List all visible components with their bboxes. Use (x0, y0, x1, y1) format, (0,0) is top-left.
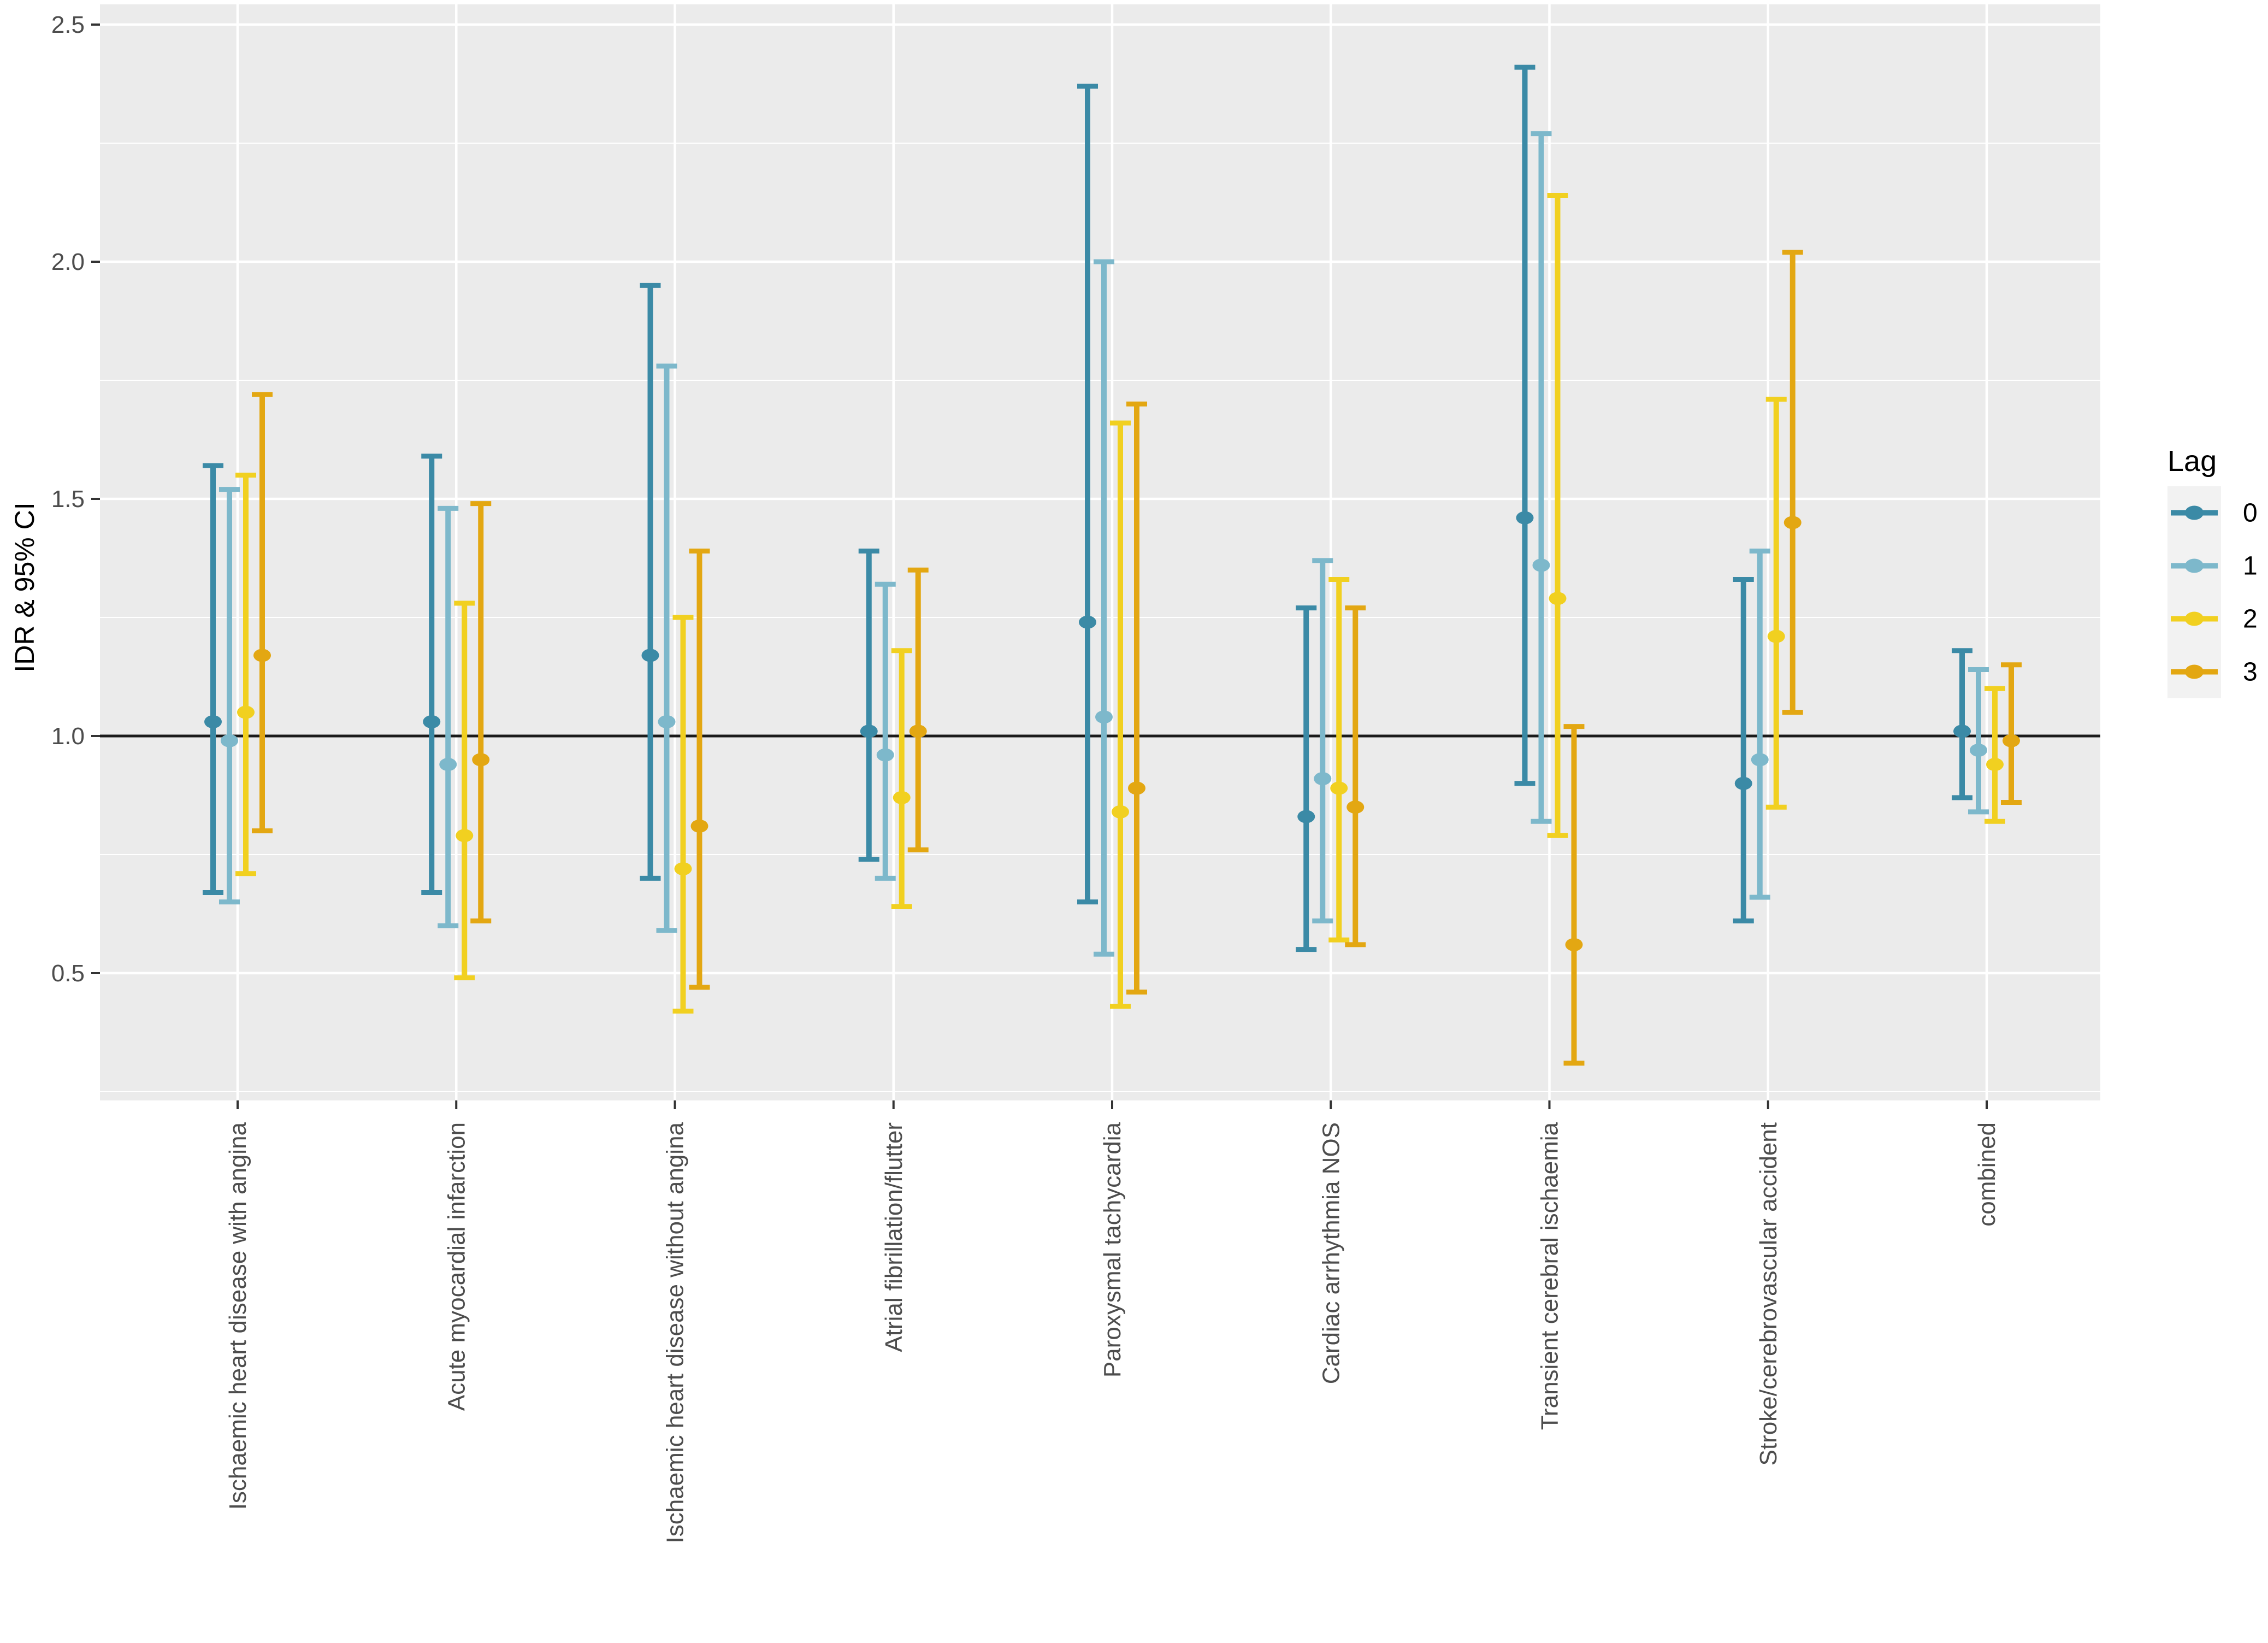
pointrange-lag0-cat1-point (423, 715, 441, 728)
legend-key-point-1 (2185, 558, 2204, 573)
y-tick-label: 0.5 (51, 960, 85, 987)
pointrange-lag1-cat6-point (1532, 558, 1550, 572)
pointrange-lag1-cat0-point (221, 734, 238, 747)
legend-key-point-0 (2185, 505, 2204, 520)
pointrange-lag3-cat3-point (909, 725, 927, 738)
pointrange-lag1-cat1-point (439, 758, 457, 772)
pointrange-lag2-cat6-point (1549, 592, 1567, 605)
y-tick-label: 1.5 (51, 486, 85, 513)
pointrange-lag1-cat7-point (1751, 753, 1769, 767)
x-tick-label: Acute myocardial infarction (443, 1122, 470, 1411)
x-tick-label: Cardiac arrhythmia NOS (1318, 1122, 1344, 1384)
x-tick-label: Atrial fibrillation/flutter (881, 1122, 907, 1352)
pointrange-lag0-cat8-point (1953, 725, 1971, 738)
pointrange-lag0-cat5-point (1297, 810, 1315, 823)
pointrange-lag3-cat1-point (472, 753, 490, 767)
y-tick-label: 1.0 (51, 723, 85, 750)
pointrange-lag2-cat7-point (1767, 629, 1785, 643)
pointrange-lag0-cat2-point (641, 649, 659, 662)
legend-title: Lag (2167, 445, 2217, 478)
pointrange-lag2-cat1-point (456, 829, 474, 843)
pointrange-lag1-cat5-point (1314, 772, 1332, 786)
legend-key-point-3 (2185, 664, 2204, 679)
pointrange-lag2-cat8-point (1986, 758, 2004, 772)
pointrange-lag1-cat2-point (658, 715, 676, 728)
y-tick-label: 2.5 (51, 11, 85, 38)
legend-key-point-2 (2185, 611, 2204, 626)
pointrange-lag1-cat3-point (876, 748, 894, 762)
pointrange-lag3-cat0-point (253, 649, 271, 662)
pointrange-lag2-cat5-point (1330, 781, 1348, 795)
pointrange-lag2-cat4-point (1112, 805, 1129, 818)
pointrange-lag3-cat5-point (1346, 800, 1365, 814)
x-tick-label: Ischaemic heart disease with angina (225, 1122, 251, 1510)
pointrange-lag2-cat3-point (893, 791, 911, 804)
chart-plot-area: 0.5 1.0 1.5 2.0 2.5 Ischaemic heart disease w… (51, 4, 2258, 1543)
pointrange-lag3-cat6-point (1565, 938, 1583, 951)
pointrange-lag0-cat4-point (1079, 615, 1096, 629)
pointrange-lag3-cat4-point (1128, 781, 1145, 795)
y-tick-label: 2.0 (51, 249, 85, 275)
pointrange-lag2-cat0-point (237, 705, 255, 719)
pointrange-lag0-cat7-point (1734, 776, 1752, 790)
pointrange-lag1-cat4-point (1095, 710, 1113, 724)
legend-label-2: 2 (2243, 605, 2258, 634)
x-tick-label: Paroxysmal tachycardia (1099, 1122, 1126, 1377)
legend-label-0: 0 (2243, 499, 2258, 528)
pointrange-lag3-cat8-point (2003, 734, 2020, 747)
x-tick-label: Stroke/cerebrovascular accident (1755, 1122, 1782, 1466)
pointrange-lag1-cat8-point (1970, 744, 1987, 757)
pointrange-lag0-cat3-point (860, 725, 878, 738)
legend-label-3: 3 (2243, 658, 2258, 687)
x-tick-label: combined (1974, 1122, 2000, 1227)
pointrange-lag2-cat2-point (674, 862, 692, 876)
panel-background (100, 4, 2100, 1100)
x-tick-label: Transient cerebral ischaemia (1537, 1122, 1563, 1430)
y-axis-title: IDR & 95% CI (9, 502, 40, 672)
x-tick-label: Ischaemic heart disease without angina (662, 1122, 689, 1543)
pointrange-lag3-cat2-point (690, 819, 708, 833)
pointrange-lag3-cat7-point (1783, 516, 1802, 529)
pointrange-lag0-cat6-point (1516, 511, 1534, 525)
pointrange-lag0-cat0-point (204, 715, 222, 728)
legend-label-1: 1 (2243, 552, 2258, 581)
